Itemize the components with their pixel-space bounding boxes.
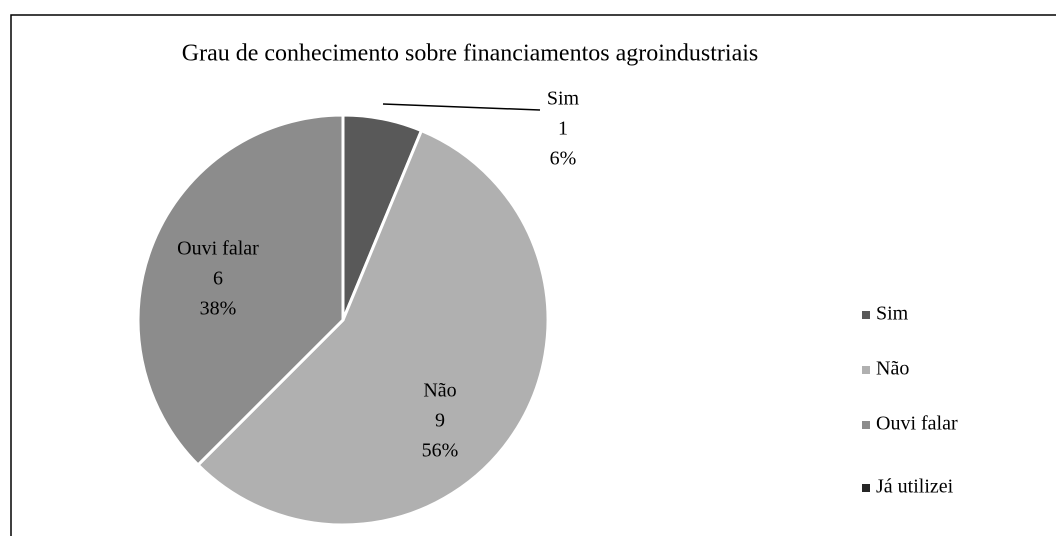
legend-swatch xyxy=(862,366,870,374)
data-label-name: Sim xyxy=(547,88,580,110)
legend-label: Ouvi falar xyxy=(876,413,958,435)
legend-swatch xyxy=(862,421,870,429)
data-label-name: Não xyxy=(423,380,456,402)
pie-slice xyxy=(136,113,345,468)
data-label-value: 6 xyxy=(213,268,223,290)
pie-slice xyxy=(195,128,550,527)
legend-swatch xyxy=(862,311,870,319)
data-label-percent: 56% xyxy=(422,440,459,462)
data-label-value: 9 xyxy=(435,410,445,432)
legend-label: Sim xyxy=(876,303,909,325)
leader-line xyxy=(382,103,541,111)
data-label-percent: 38% xyxy=(200,298,237,320)
data-label-value: 1 xyxy=(558,118,568,140)
data-label-percent: 6% xyxy=(550,148,577,170)
chart-title: Grau de conhecimento sobre financiamento… xyxy=(182,41,758,67)
legend-label: Não xyxy=(876,358,909,380)
legend-swatch xyxy=(862,484,870,492)
legend-label: Já utilizei xyxy=(876,476,954,498)
data-label-name: Ouvi falar xyxy=(177,238,259,260)
